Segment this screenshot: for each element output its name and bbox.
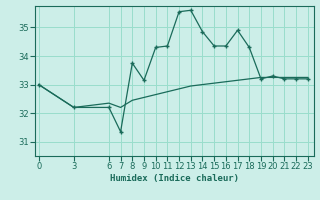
X-axis label: Humidex (Indice chaleur): Humidex (Indice chaleur)	[110, 174, 239, 183]
